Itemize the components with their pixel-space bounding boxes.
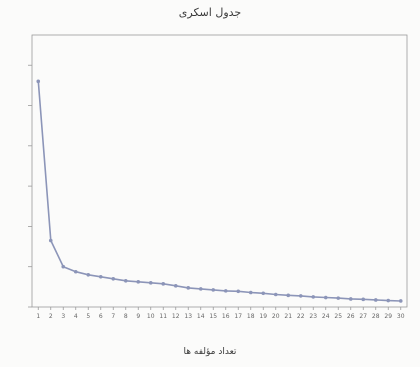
x-tick-label: 9 bbox=[136, 313, 140, 320]
x-tick-label: 1 bbox=[36, 313, 40, 320]
data-point bbox=[323, 295, 328, 300]
data-point bbox=[73, 269, 78, 274]
x-tick-label: 21 bbox=[284, 313, 292, 320]
x-tick-label: 22 bbox=[297, 313, 305, 320]
plot-frame bbox=[31, 34, 408, 308]
chart-title: جدول اسکری bbox=[178, 6, 242, 19]
data-point bbox=[48, 238, 53, 243]
x-tick-label: 20 bbox=[272, 313, 280, 320]
data-point bbox=[86, 272, 91, 277]
x-tick-label: 27 bbox=[359, 313, 367, 320]
x-axis-label: تعداد مؤلفه ها bbox=[183, 347, 237, 357]
x-tick-label: 11 bbox=[159, 313, 167, 320]
x-tick-label: 6 bbox=[99, 313, 103, 320]
data-point bbox=[348, 297, 353, 301]
data-point bbox=[136, 280, 141, 284]
x-tick-label: 15 bbox=[209, 313, 217, 320]
data-point bbox=[111, 276, 116, 281]
data-point bbox=[336, 296, 341, 300]
data-point bbox=[248, 290, 253, 295]
data-point bbox=[361, 297, 366, 302]
data-point bbox=[223, 289, 228, 293]
x-tick-label: 3 bbox=[61, 313, 65, 320]
series-line bbox=[37, 81, 401, 302]
data-point bbox=[211, 288, 216, 292]
x-tick-label: 5 bbox=[86, 313, 90, 320]
data-point bbox=[123, 279, 128, 283]
x-tick-label: 16 bbox=[222, 313, 230, 320]
x-tick-label: 24 bbox=[322, 313, 330, 320]
x-tick-label: 25 bbox=[334, 313, 342, 320]
data-point bbox=[261, 291, 266, 296]
data-point bbox=[373, 298, 378, 302]
x-tick-label: 2 bbox=[49, 313, 53, 320]
x-tick-label: 19 bbox=[259, 313, 267, 320]
x-tick-label: 10 bbox=[147, 313, 155, 320]
data-point bbox=[173, 284, 178, 288]
data-point bbox=[148, 281, 153, 285]
x-tick-label: 28 bbox=[372, 313, 380, 320]
data-point bbox=[311, 295, 316, 299]
x-tick-label: 14 bbox=[197, 313, 205, 320]
data-point bbox=[98, 274, 103, 279]
data-point bbox=[61, 264, 66, 269]
x-tick-label: 4 bbox=[74, 313, 78, 320]
data-point bbox=[273, 292, 278, 297]
x-tick-label: 13 bbox=[184, 313, 192, 320]
x-tick-label: 29 bbox=[384, 313, 392, 320]
data-point bbox=[236, 289, 241, 294]
data-point bbox=[161, 282, 166, 286]
x-tick-label: 30 bbox=[397, 313, 405, 320]
x-tick-label: 26 bbox=[347, 313, 355, 320]
data-point bbox=[386, 298, 391, 303]
x-tick-label: 12 bbox=[172, 313, 180, 320]
x-tick-label: 17 bbox=[234, 313, 242, 320]
x-tick-label: 23 bbox=[309, 313, 317, 320]
data-point bbox=[286, 293, 291, 298]
x-tick-label: 7 bbox=[111, 313, 115, 320]
data-point bbox=[398, 299, 403, 303]
data-point bbox=[36, 79, 41, 84]
data-point bbox=[186, 286, 191, 290]
data-point bbox=[198, 287, 203, 291]
x-tick-label: 18 bbox=[247, 313, 255, 320]
data-point bbox=[298, 294, 303, 298]
x-tick-label: 8 bbox=[124, 313, 128, 320]
